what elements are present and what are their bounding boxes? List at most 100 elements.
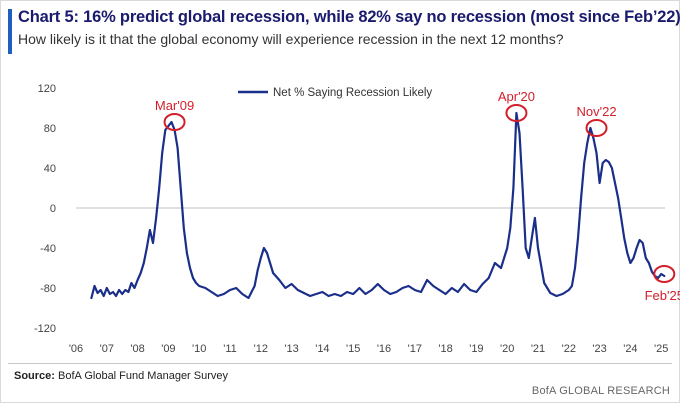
x-tick-label: '16 [377, 343, 391, 355]
series-point [506, 247, 509, 249]
series-point [272, 272, 274, 274]
series-point [109, 293, 111, 295]
series-point [290, 283, 293, 285]
series-point [555, 295, 558, 297]
annotation-circle [653, 265, 676, 283]
series-point [130, 282, 133, 284]
series-point [537, 247, 539, 249]
annotation-label: Mar'09 [155, 98, 194, 113]
series-point [414, 289, 416, 291]
series-point [186, 252, 188, 254]
y-tick-label: -80 [40, 283, 56, 295]
series-point [635, 247, 638, 249]
series-point [121, 293, 123, 295]
series-point [370, 289, 373, 291]
source-note: Source: BofA Global Fund Manager Survey [14, 370, 228, 382]
series-point [663, 275, 666, 277]
x-tick-label: '20 [500, 343, 514, 355]
series-point [401, 287, 404, 289]
legend: Net % Saying Recession Likely [238, 87, 432, 99]
series-point [481, 283, 484, 285]
source-text: BofA Global Fund Manager Survey [58, 370, 229, 382]
footer-divider [8, 363, 672, 364]
x-tick-label: '15 [346, 343, 360, 355]
series-point [444, 293, 447, 295]
series-point [626, 252, 629, 254]
series-point [620, 217, 622, 219]
series-point [518, 132, 521, 134]
series-point [112, 291, 114, 293]
y-tick-label: 40 [44, 163, 56, 175]
series-point [256, 269, 259, 271]
series-point [475, 291, 478, 293]
series-point [352, 293, 355, 295]
series-point [543, 282, 545, 284]
series-point [136, 279, 139, 281]
x-tick-label: '09 [161, 343, 175, 355]
series-point [589, 127, 592, 129]
series-point [346, 291, 348, 293]
series-point [383, 289, 385, 291]
annotation-circle [163, 113, 186, 131]
series-point [158, 187, 160, 189]
y-tick-label: 0 [50, 203, 56, 215]
source-label: Source: [14, 370, 55, 382]
series-point [608, 161, 610, 163]
series-point [149, 229, 151, 231]
series-point [139, 272, 142, 274]
x-tick-label: '11 [223, 343, 237, 355]
series-point [614, 182, 616, 184]
x-tick-label: '06 [69, 343, 83, 355]
series-point [195, 282, 197, 284]
series-point [494, 262, 496, 264]
series-point [500, 267, 502, 269]
series-point [605, 159, 607, 161]
series-point [611, 167, 613, 169]
series-point [247, 297, 250, 299]
series-point [534, 217, 536, 219]
annotation-label: Apr'20 [498, 89, 535, 104]
x-tick-label: '07 [100, 343, 114, 355]
series-point [457, 291, 459, 293]
series-point [152, 242, 154, 244]
series-point [571, 285, 573, 287]
series-point [648, 262, 650, 264]
series-point [432, 285, 435, 287]
annotations: Mar'09 Apr'20 Nov'22 Feb'25 [155, 89, 680, 303]
series-point [266, 252, 268, 254]
series-point [641, 242, 644, 244]
series-point [223, 293, 225, 295]
y-tick-label: 80 [44, 123, 56, 135]
series-point [210, 291, 213, 293]
series-point [580, 197, 582, 199]
series-point [645, 257, 647, 259]
x-tick-label: '24 [623, 343, 637, 355]
series-point [632, 257, 635, 259]
series-point [241, 293, 244, 295]
series-point [426, 279, 428, 281]
series-point [629, 262, 632, 264]
series-point [549, 292, 552, 294]
brand-mark: BofA GLOBAL RESEARCH [531, 385, 670, 397]
series-point [96, 292, 99, 294]
series-points [90, 112, 666, 299]
series-point [586, 142, 589, 144]
series-point [623, 237, 625, 239]
series-point [595, 152, 598, 154]
series-point [469, 289, 472, 291]
series-point [235, 287, 237, 289]
series-point [106, 287, 108, 289]
series-point [583, 162, 585, 164]
x-tick-label: '22 [562, 343, 576, 355]
series-point [509, 227, 512, 229]
series-point [598, 182, 601, 184]
series-point [127, 291, 130, 293]
annotation-label: Feb'25 [645, 288, 680, 303]
series-point [229, 289, 231, 291]
series-point [253, 285, 256, 287]
series-point [389, 293, 392, 295]
series-point [115, 295, 117, 297]
series-point [521, 187, 524, 189]
legend-label: Net % Saying Recession Likely [273, 87, 432, 99]
